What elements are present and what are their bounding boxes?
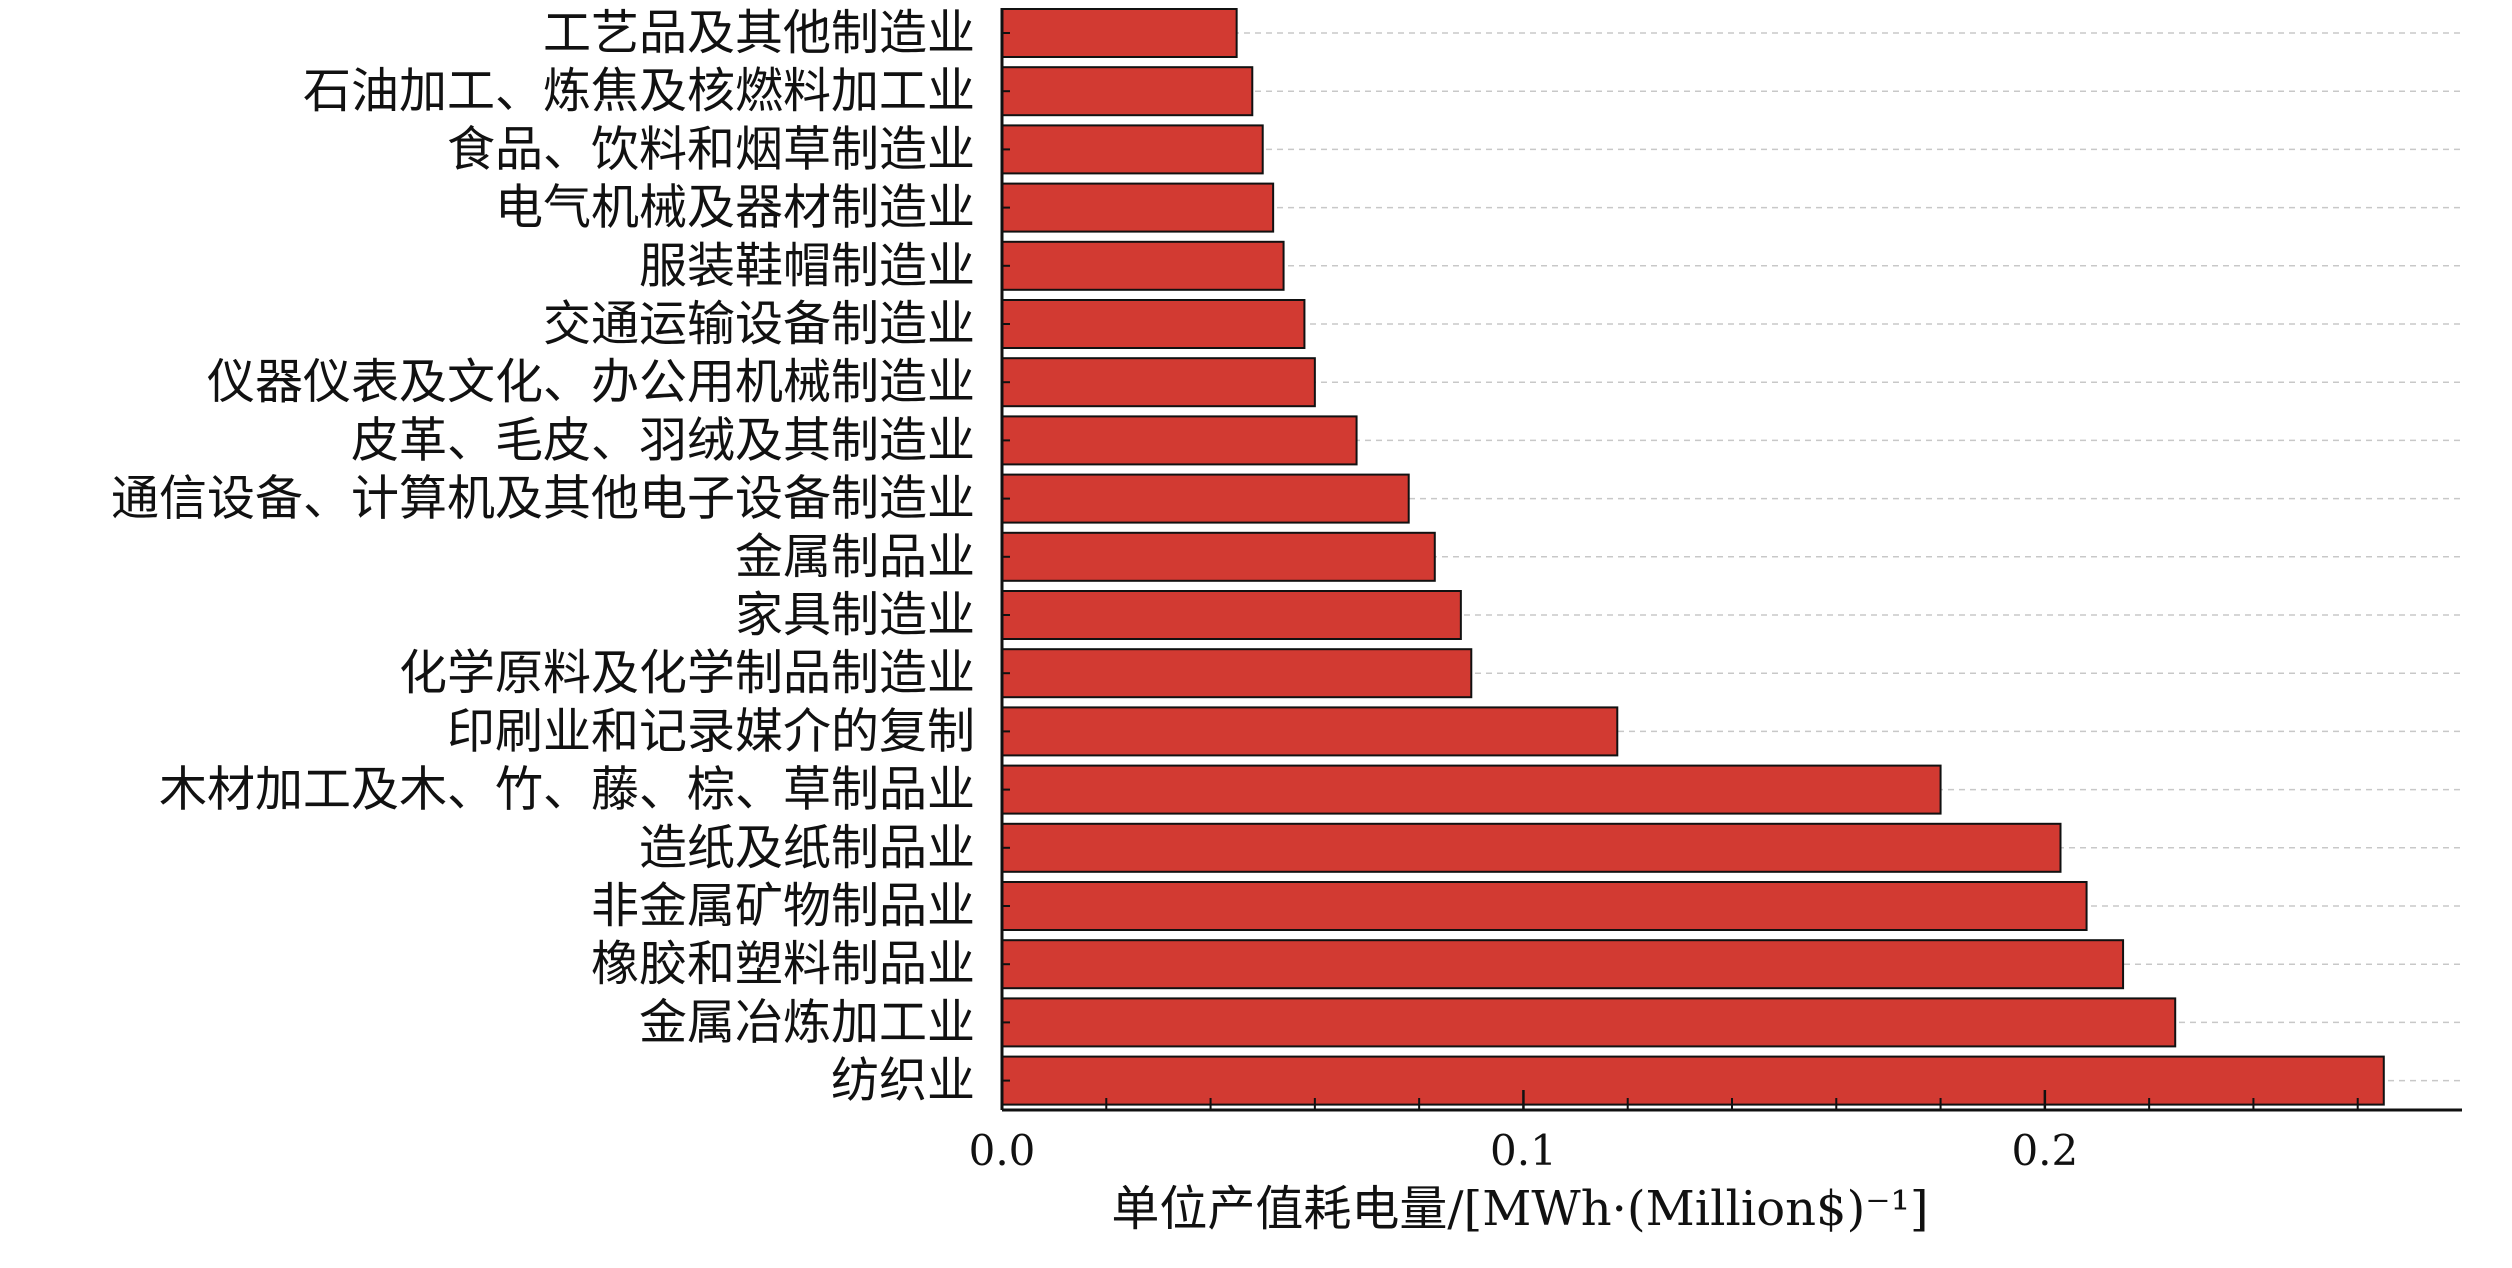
bar (1001, 939, 2125, 990)
bar (1001, 764, 1942, 815)
category-label: 家具制造业 (735, 587, 975, 643)
bar (1001, 1055, 2385, 1106)
x-tick-label: 0.0 (969, 1126, 1036, 1175)
category-label: 纺织业 (831, 1053, 975, 1109)
bar (1001, 240, 1285, 291)
category-label: 食品、饮料和烟草制造业 (447, 121, 975, 177)
category-label: 化学原料及化学制品制造业 (399, 645, 975, 701)
category-label: 电气机械及器材制造业 (495, 180, 975, 236)
bars (1001, 8, 2385, 1106)
bar (1001, 182, 1275, 233)
category-label: 造纸及纸制品业 (639, 820, 975, 876)
bar (1001, 531, 1436, 582)
x-axis-title: 单位产值耗电量/[MWh·(Million$)⁻¹] (1111, 1181, 1928, 1237)
bar (1001, 881, 2088, 931)
axes: 0.0 0.1 0.2 (969, 8, 2462, 1175)
bar (1001, 299, 1306, 349)
category-label: 工艺品及其他制造业 (543, 5, 975, 61)
x-tick-label: 0.2 (2011, 1126, 2078, 1175)
bar (1001, 357, 1316, 408)
bar (1001, 648, 1473, 699)
category-label: 橡胶和塑料制品业 (591, 936, 975, 992)
category-labels: 工艺品及其他制造业石油加工、炼焦及核燃料加工业食品、饮料和烟草制造业电气机械及器… (111, 5, 975, 1109)
bar (1001, 473, 1410, 524)
category-label: 交通运输设备制造业 (543, 296, 975, 352)
bar (1001, 8, 1238, 58)
category-label: 石油加工、炼焦及核燃料加工业 (303, 63, 975, 119)
bar (1001, 706, 1619, 757)
category-label: 皮革、毛皮、羽绒及其制造业 (351, 412, 975, 468)
bar (1001, 822, 2062, 873)
category-label: 仪器仪表及文化、办公用机械制造业 (207, 354, 975, 410)
category-label: 金属冶炼加工业 (639, 994, 975, 1050)
category-label: 通信设备、计算机及其他电子设备制造业 (111, 471, 975, 527)
bar (1001, 124, 1264, 175)
category-label: 非金属矿物制品业 (591, 878, 975, 934)
category-label: 金属制品业 (735, 529, 975, 585)
category-label: 木材加工及木、竹、藤、棕、草制品业 (159, 762, 975, 818)
bar (1001, 66, 1254, 117)
bar (1001, 415, 1358, 466)
x-tick-label: 0.1 (1490, 1126, 1557, 1175)
bar (1001, 590, 1462, 640)
category-label: 服装鞋帽制造业 (639, 238, 975, 294)
bar (1001, 997, 2177, 1048)
category-label: 印刷业和记录媒介的复制 (447, 703, 975, 759)
